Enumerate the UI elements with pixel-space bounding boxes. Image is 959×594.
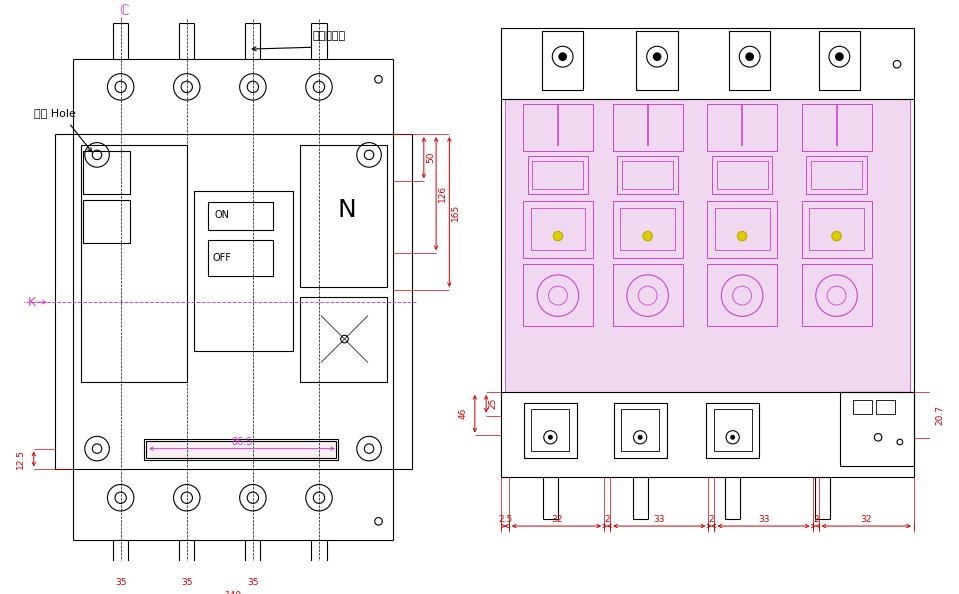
- Bar: [621, 409, 659, 450]
- Bar: [712, 156, 772, 194]
- Bar: [300, 146, 387, 287]
- Text: 32: 32: [860, 515, 872, 524]
- Text: 33: 33: [653, 515, 665, 524]
- Bar: [620, 208, 675, 250]
- Text: 2: 2: [813, 515, 818, 524]
- Bar: [819, 31, 860, 90]
- Text: K: K: [28, 296, 35, 309]
- Bar: [714, 208, 769, 250]
- Bar: [82, 151, 130, 194]
- Circle shape: [737, 232, 747, 241]
- Bar: [613, 264, 683, 326]
- Text: 35: 35: [115, 578, 127, 587]
- Text: 절연배리어: 절연배리어: [313, 31, 345, 41]
- Circle shape: [559, 53, 567, 61]
- Text: 2: 2: [709, 515, 714, 524]
- Text: 35: 35: [181, 578, 193, 587]
- Bar: [707, 104, 777, 151]
- Bar: [613, 104, 683, 151]
- Text: 20.7: 20.7: [935, 405, 944, 425]
- Text: ℂ: ℂ: [120, 4, 129, 18]
- Bar: [802, 264, 872, 326]
- Bar: [523, 264, 593, 326]
- Bar: [613, 201, 683, 258]
- Bar: [195, 191, 293, 351]
- Bar: [530, 208, 585, 250]
- Bar: [523, 201, 593, 258]
- Text: 33: 33: [758, 515, 769, 524]
- Text: 35: 35: [247, 578, 259, 587]
- Circle shape: [653, 53, 661, 61]
- Bar: [622, 160, 673, 189]
- Text: 165: 165: [452, 203, 460, 220]
- Bar: [208, 240, 272, 276]
- Bar: [877, 400, 895, 413]
- Text: ON: ON: [214, 210, 229, 220]
- Bar: [713, 409, 752, 450]
- Text: 86.5: 86.5: [231, 437, 253, 447]
- Circle shape: [746, 53, 754, 61]
- Text: 32: 32: [550, 515, 562, 524]
- Bar: [706, 403, 760, 458]
- Bar: [802, 201, 872, 258]
- Text: 12.5: 12.5: [16, 449, 25, 469]
- Bar: [531, 409, 570, 450]
- Bar: [505, 99, 910, 392]
- Text: 2: 2: [604, 515, 610, 524]
- Bar: [807, 156, 867, 194]
- Bar: [532, 160, 583, 189]
- Bar: [208, 202, 272, 230]
- Bar: [809, 208, 864, 250]
- Bar: [840, 392, 914, 466]
- Text: OFF: OFF: [212, 253, 231, 263]
- Bar: [524, 403, 576, 458]
- Bar: [146, 441, 336, 458]
- Bar: [300, 296, 387, 381]
- Circle shape: [731, 435, 735, 439]
- Circle shape: [549, 435, 552, 439]
- Text: 2.5: 2.5: [498, 515, 512, 524]
- Bar: [637, 31, 678, 90]
- Text: 부착 Hole: 부착 Hole: [34, 108, 76, 118]
- Bar: [811, 160, 862, 189]
- Text: 126: 126: [438, 185, 447, 202]
- Bar: [707, 264, 777, 326]
- Circle shape: [643, 232, 652, 241]
- Circle shape: [831, 232, 841, 241]
- Bar: [729, 31, 770, 90]
- Text: 50: 50: [426, 152, 435, 163]
- Bar: [542, 31, 583, 90]
- Text: 46: 46: [459, 408, 468, 419]
- Bar: [802, 104, 872, 151]
- Text: N: N: [338, 198, 357, 222]
- Bar: [527, 156, 588, 194]
- Bar: [81, 146, 187, 381]
- Bar: [82, 200, 130, 243]
- Bar: [853, 400, 872, 413]
- Bar: [716, 160, 767, 189]
- Bar: [144, 439, 338, 460]
- Bar: [618, 156, 678, 194]
- Circle shape: [639, 435, 642, 439]
- Bar: [523, 104, 593, 151]
- Text: 25: 25: [488, 398, 498, 409]
- Text: 140: 140: [224, 592, 242, 594]
- Bar: [614, 403, 667, 458]
- Circle shape: [835, 53, 843, 61]
- Bar: [707, 201, 777, 258]
- Circle shape: [553, 232, 563, 241]
